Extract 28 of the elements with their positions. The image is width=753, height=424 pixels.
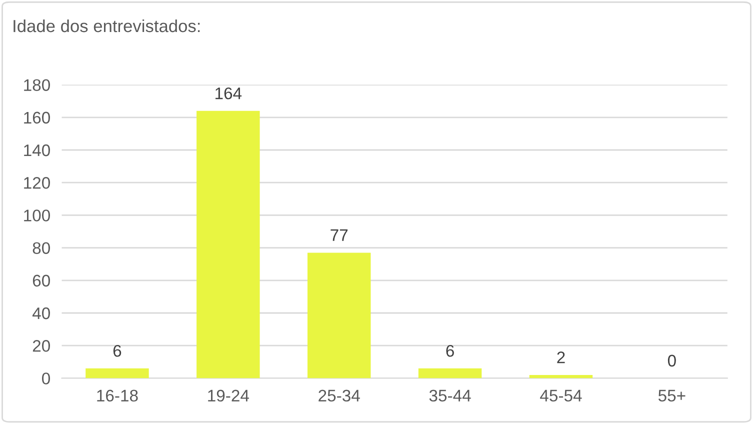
y-tick-label: 140: [24, 144, 50, 156]
bar: [307, 252, 371, 378]
data-label: 6: [113, 345, 122, 357]
y-tick-label: 100: [24, 210, 50, 222]
y-tick-label: 120: [24, 177, 50, 189]
y-tick-label: 20: [32, 340, 50, 352]
x-tick-label: 35-44: [429, 390, 471, 402]
data-label: 6: [446, 345, 454, 357]
data-label: 0: [668, 354, 676, 367]
y-tick-label: 160: [24, 112, 50, 124]
data-label: 2: [557, 352, 565, 364]
x-tick-label: 45-54: [540, 390, 582, 402]
x-tick-label: 16-18: [97, 390, 138, 402]
y-tick-label: 0: [42, 372, 50, 384]
y-tick-label: 60: [32, 274, 50, 287]
bar: [529, 374, 593, 378]
y-tick-label: 180: [24, 79, 50, 92]
bar: [86, 368, 149, 378]
y-tick-label: 80: [32, 242, 50, 254]
data-label: 77: [330, 229, 348, 241]
bar: [418, 368, 482, 378]
chart-title: Idade dos entrevistados:: [14, 19, 200, 32]
data-label: 164: [216, 87, 242, 100]
x-tick-label: 19-24: [208, 390, 249, 402]
x-tick-label: 55+: [658, 390, 686, 402]
y-tick-label: 40: [32, 307, 50, 320]
x-tick-label: 25-34: [318, 390, 360, 402]
bar: [196, 110, 260, 378]
